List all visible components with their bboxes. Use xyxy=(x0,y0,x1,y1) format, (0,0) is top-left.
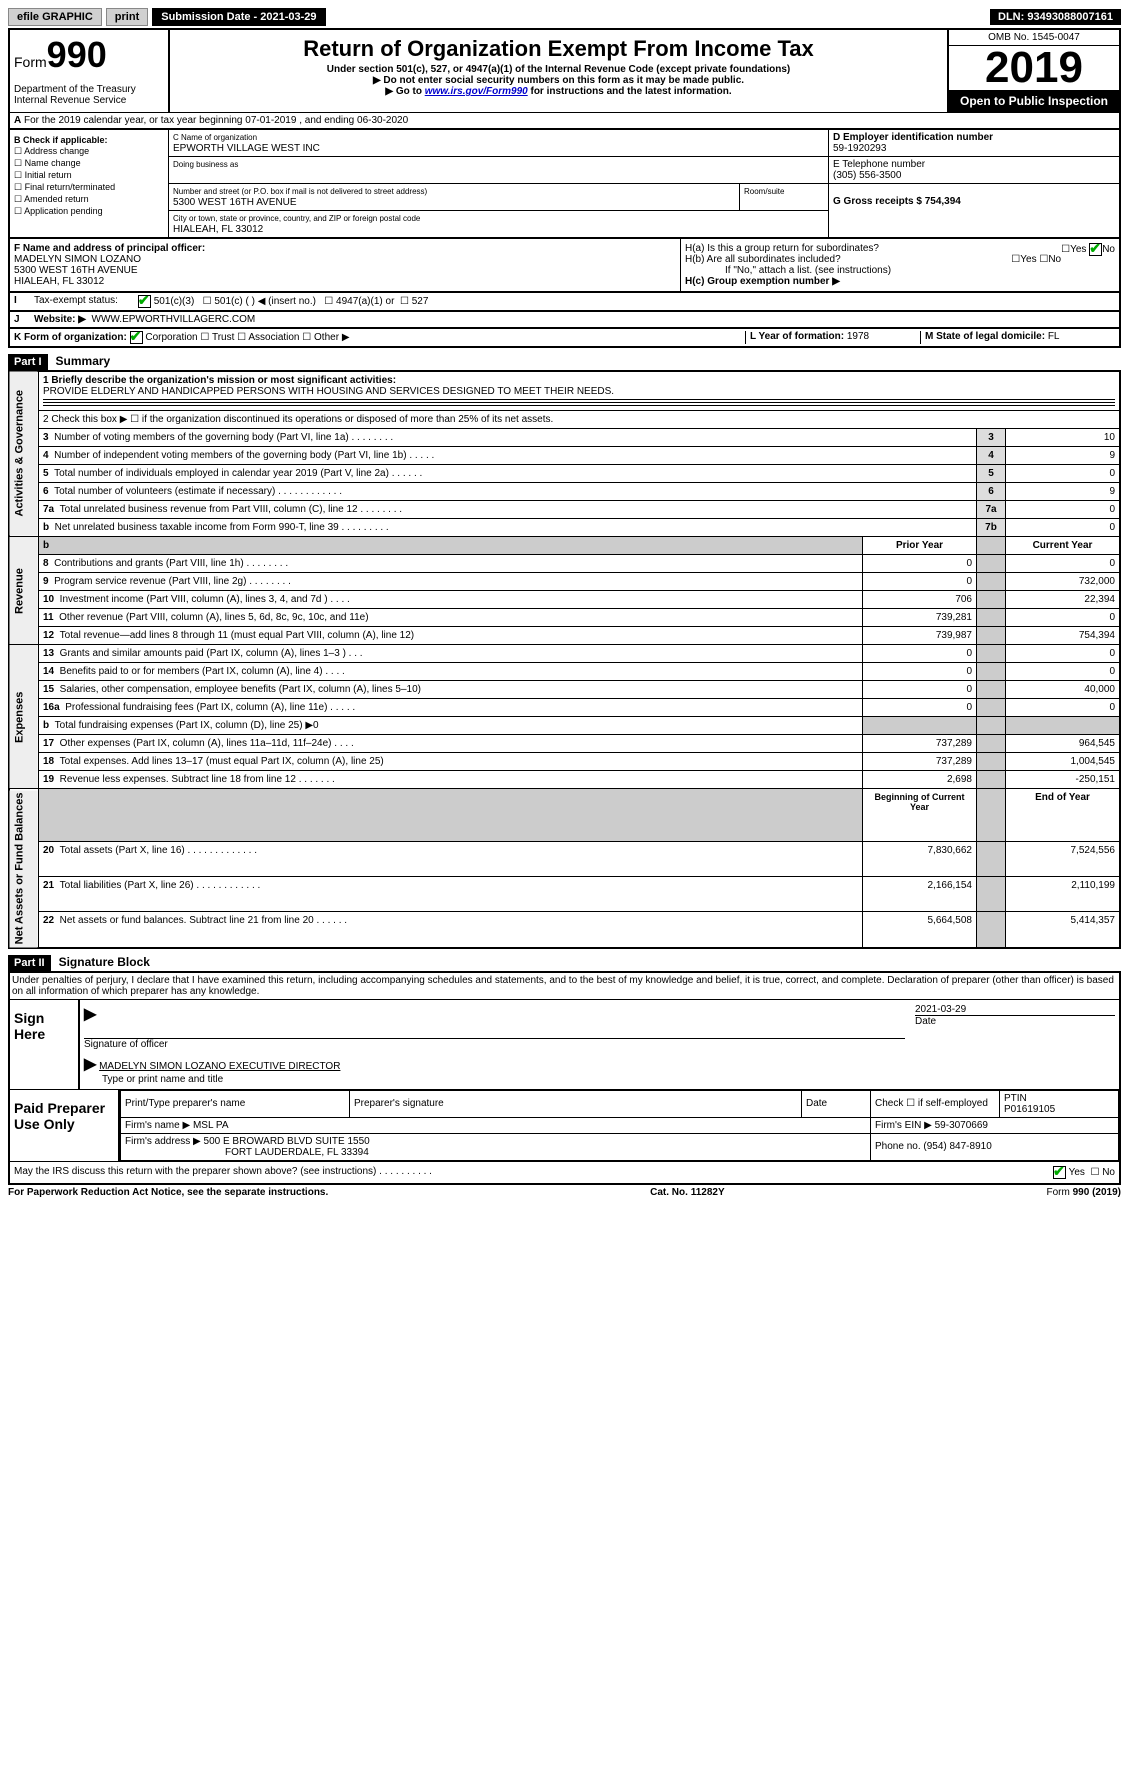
perjury-text: Under penalties of perjury, I declare th… xyxy=(8,971,1121,1000)
gross-receipts: G Gross receipts $ 754,394 xyxy=(833,196,961,207)
form-header: Form990 Department of the Treasury Inter… xyxy=(8,28,1121,112)
efile-badge: efile GRAPHIC xyxy=(8,8,102,26)
year-formed: 1978 xyxy=(847,331,869,342)
phone: (305) 556-3500 xyxy=(833,170,901,181)
vtab-expenses: Expenses xyxy=(9,645,39,789)
officer-type-name: MADELYN SIMON LOZANO EXECUTIVE DIRECTOR xyxy=(99,1061,340,1072)
discuss-yes-checkbox[interactable] xyxy=(1053,1166,1066,1179)
print-button[interactable]: print xyxy=(106,8,148,26)
tax-year: 2019 xyxy=(949,46,1119,90)
page-footer: For Paperwork Reduction Act Notice, see … xyxy=(8,1187,1121,1198)
ptin: P01619105 xyxy=(1004,1104,1055,1115)
note-link: ▶ Go to www.irs.gov/Form990 for instruct… xyxy=(174,86,943,97)
sign-date: 2021-03-29 xyxy=(915,1004,966,1015)
dept-label: Department of the Treasury Internal Reve… xyxy=(14,84,164,106)
501c3-checkbox[interactable] xyxy=(138,295,151,308)
line-i: I Tax-exempt status: 501(c)(3) ☐ 501(c) … xyxy=(8,291,1121,310)
line-a: A For the 2019 calendar year, or tax yea… xyxy=(8,112,1121,128)
vtab-governance: Activities & Governance xyxy=(9,371,39,537)
firm-phone: (954) 847-8910 xyxy=(923,1141,991,1152)
city-state-zip: HIALEAH, FL 33012 xyxy=(173,224,263,235)
officer-name: MADELYN SIMON LOZANO xyxy=(14,254,141,265)
firm-address: 500 E BROWARD BLVD SUITE 1550 xyxy=(204,1136,370,1147)
street-address: 5300 WEST 16TH AVENUE xyxy=(173,197,297,208)
firm-ein: 59-3070669 xyxy=(935,1120,988,1131)
irs-link[interactable]: www.irs.gov/Form990 xyxy=(425,86,528,97)
ha-no-checkbox[interactable] xyxy=(1089,243,1102,256)
part1-header: Part I xyxy=(8,354,48,370)
box-b: B Check if applicable: ☐ Address change … xyxy=(10,130,169,237)
top-bar: efile GRAPHIC print Submission Date - 20… xyxy=(8,8,1121,26)
form-title: Return of Organization Exempt From Incom… xyxy=(174,36,943,62)
line-k: K Form of organization: Corporation ☐ Tr… xyxy=(8,327,1121,348)
firm-name: MSL PA xyxy=(193,1120,229,1131)
form-subtitle: Under section 501(c), 527, or 4947(a)(1)… xyxy=(174,64,943,75)
open-to-public: Open to Public Inspection xyxy=(949,90,1119,112)
mission-text: PROVIDE ELDERLY AND HANDICAPPED PERSONS … xyxy=(43,386,614,397)
submission-date: Submission Date - 2021-03-29 xyxy=(152,8,325,26)
vtab-net: Net Assets or Fund Balances xyxy=(9,789,39,948)
line-j: J Website: ▶ WWW.EPWORTHVILLAGERC.COM xyxy=(8,310,1121,327)
vtab-revenue: Revenue xyxy=(9,537,39,645)
note-ssn: ▶ Do not enter social security numbers o… xyxy=(174,75,943,86)
org-name: EPWORTH VILLAGE WEST INC xyxy=(173,143,320,154)
dln-badge: DLN: 93493088007161 xyxy=(990,9,1121,25)
org-info-block: B Check if applicable: ☐ Address change … xyxy=(8,128,1121,237)
form-label: Form990 xyxy=(14,54,107,70)
website[interactable]: WWW.EPWORTHVILLAGERC.COM xyxy=(92,314,256,325)
signature-block: Sign Here ▶Signature of officer 2021-03-… xyxy=(8,1000,1121,1185)
part2-header: Part II xyxy=(8,955,51,971)
corp-checkbox[interactable] xyxy=(130,331,143,344)
ein: 59-1920293 xyxy=(833,143,886,154)
state-domicile: FL xyxy=(1048,331,1060,342)
summary-table: Activities & Governance 1 Briefly descri… xyxy=(8,370,1121,949)
row-fgh: F Name and address of principal officer:… xyxy=(8,237,1121,291)
